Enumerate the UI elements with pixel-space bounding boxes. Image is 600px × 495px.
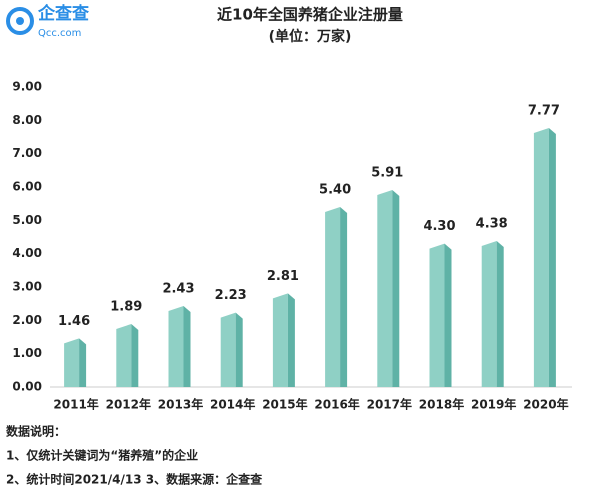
value-label: 4.38 (476, 217, 508, 232)
chart-subtitle: (单位：万家) (269, 28, 352, 45)
chart-title: 近10年全国养猪企业注册量 (217, 6, 403, 24)
bar (429, 243, 445, 387)
y-tick-label: 8.00 (12, 113, 42, 127)
x-tick-label: 2014年 (210, 397, 255, 412)
logo-icon-dot (16, 17, 24, 25)
value-label: 7.77 (528, 104, 560, 119)
value-label: 5.91 (371, 166, 403, 181)
y-tick-label: 9.00 (12, 80, 42, 94)
x-tick-label: 2015年 (262, 397, 307, 412)
bar-side (496, 241, 504, 387)
x-tick-label: 2020年 (523, 397, 568, 412)
bar (533, 128, 549, 387)
x-tick-label: 2013年 (158, 397, 203, 412)
logo-name: 企查查 (37, 3, 90, 24)
y-tick-label: 0.00 (12, 380, 42, 394)
y-tick-label: 1.00 (12, 346, 42, 360)
bar-side (340, 207, 348, 387)
bar (64, 338, 80, 387)
bar-side (79, 338, 87, 387)
bar-side (183, 306, 191, 387)
bar-side (548, 128, 556, 387)
bar (168, 306, 184, 387)
bar (377, 190, 393, 387)
x-tick-label: 2011年 (53, 397, 98, 412)
value-label: 1.89 (110, 300, 142, 315)
value-label: 4.30 (423, 219, 455, 234)
value-label: 2.81 (267, 269, 299, 284)
bar-side (392, 190, 400, 387)
x-tick-label: 2019年 (471, 397, 516, 412)
bar (481, 241, 497, 387)
bar (325, 207, 341, 387)
note: 2、统计时间2021/4/13 3、数据来源：企查查 (6, 472, 263, 487)
y-tick-label: 4.00 (12, 246, 42, 260)
logo-icon (6, 7, 34, 35)
bar (272, 293, 288, 387)
x-tick-label: 2012年 (106, 397, 151, 412)
logo-domain: Qcc.com (38, 28, 81, 39)
bar (116, 324, 132, 387)
value-label: 5.40 (319, 183, 351, 198)
x-tick-label: 2018年 (419, 397, 464, 412)
bar-side (287, 293, 295, 387)
y-tick-label: 6.00 (12, 180, 42, 194)
y-tick-label: 2.00 (12, 313, 42, 327)
bar-side (235, 312, 243, 387)
note: 数据说明： (6, 424, 66, 439)
bar-side (444, 243, 452, 387)
bar-side (131, 324, 139, 387)
note: 1、仅统计关键词为“猪养殖”的企业 (6, 448, 198, 463)
value-label: 2.23 (215, 288, 247, 303)
value-label: 2.43 (162, 282, 194, 297)
x-tick-label: 2016年 (314, 397, 359, 412)
x-tick-label: 2017年 (367, 397, 412, 412)
value-label: 1.46 (58, 314, 90, 329)
y-tick-label: 3.00 (12, 280, 42, 294)
bar (220, 312, 236, 387)
y-tick-label: 7.00 (12, 146, 42, 160)
y-tick-label: 5.00 (12, 213, 42, 227)
